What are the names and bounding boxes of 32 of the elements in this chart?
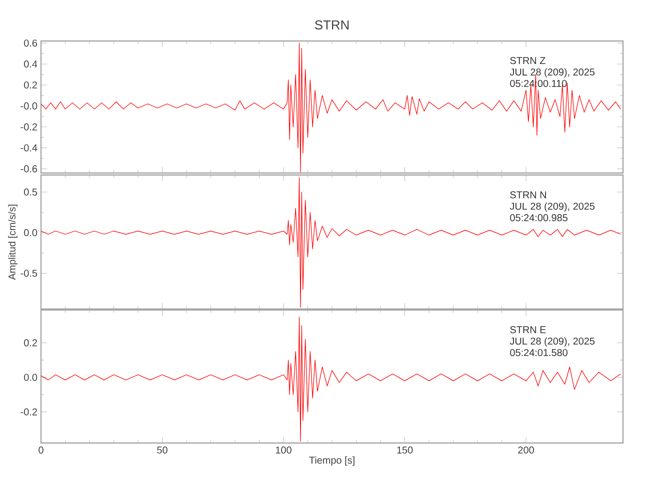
- x-tick-label: 50: [157, 446, 168, 454]
- annotation: STRN E: [510, 326, 546, 334]
- x-tick-label: 150: [397, 446, 413, 454]
- annotation: JUL 28 (209), 2025: [510, 202, 595, 212]
- y-tick-label: -0.2: [20, 408, 37, 416]
- annotation: JUL 28 (209), 2025: [510, 68, 595, 78]
- y-axis-title: Amplitud [cm/s/s]: [8, 204, 18, 280]
- y-tick-label: -0.2: [20, 123, 37, 130]
- annotation: 05:24:01.580: [510, 349, 568, 356]
- line-series: [41, 42, 621, 172]
- annotation: STRN N: [510, 191, 546, 198]
- y-tick-label: 0.2: [24, 339, 37, 346]
- y-tick-label: 0.6: [24, 40, 38, 47]
- annotation: JUL 28 (209), 2025: [510, 337, 595, 347]
- x-tick-label: 200: [518, 446, 534, 454]
- y-tick-label: 0.0: [24, 374, 38, 381]
- line-series: [41, 316, 621, 442]
- annotation: 05:24:00.985: [510, 214, 568, 222]
- annotation: STRN Z: [510, 57, 546, 64]
- y-tick-label: -0.4: [20, 144, 38, 152]
- y-tick-label: 0.2: [24, 81, 37, 89]
- x-tick-label: 100: [276, 446, 292, 454]
- x-tick-label: 0: [38, 446, 44, 454]
- y-tick-label: -0.6: [20, 165, 38, 172]
- line-series: [41, 177, 621, 308]
- x-axis-title: Tiempo [s]: [309, 456, 354, 466]
- chart-title: STRN: [314, 20, 349, 30]
- y-tick-label: -0.0: [20, 102, 38, 110]
- y-tick-label: 0.4: [24, 60, 38, 68]
- y-tick-label: 0.5: [24, 188, 38, 196]
- y-tick-label: 0.0: [24, 229, 38, 236]
- y-tick-label: -0.5: [20, 270, 38, 277]
